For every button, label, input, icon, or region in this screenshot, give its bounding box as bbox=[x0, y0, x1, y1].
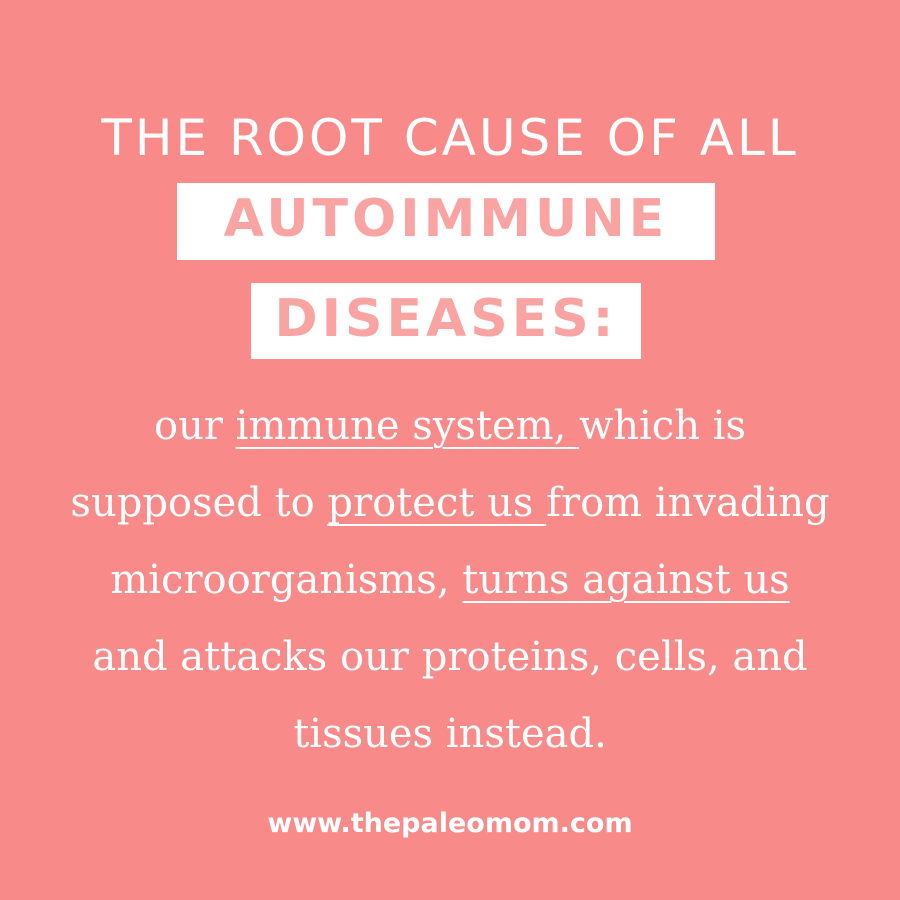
body-text: our immune system, which is supposed to … bbox=[0, 388, 900, 773]
body-line-2: supposed to protect us from invading bbox=[0, 465, 900, 542]
body-line-3-start: microorganisms, bbox=[110, 557, 463, 603]
body-line-3: microorganisms, turns against us bbox=[0, 542, 900, 619]
body-line-1: our immune system, which is bbox=[0, 388, 900, 465]
underlined-protect-us: protect us bbox=[327, 480, 547, 526]
body-line-1-end: which is bbox=[579, 403, 746, 449]
underlined-turns-against-us: turns against us bbox=[462, 557, 790, 603]
body-line-2-end: from invading bbox=[546, 480, 830, 526]
body-line-1-start: our bbox=[153, 403, 236, 449]
body-line-5: tissues instead. bbox=[293, 711, 607, 757]
headline: THE ROOT CAUSE OF ALL bbox=[101, 109, 799, 167]
highlight-autoimmune: AUTOIMMUNE bbox=[177, 183, 715, 260]
highlight-diseases: DISEASES: bbox=[251, 283, 641, 359]
underlined-immune-system: immune system, bbox=[235, 403, 579, 449]
body-line-4: and attacks our proteins, cells, and bbox=[92, 634, 808, 680]
body-line-2-start: supposed to bbox=[70, 480, 328, 526]
footer-url: www.thepaleomom.com bbox=[267, 808, 633, 839]
